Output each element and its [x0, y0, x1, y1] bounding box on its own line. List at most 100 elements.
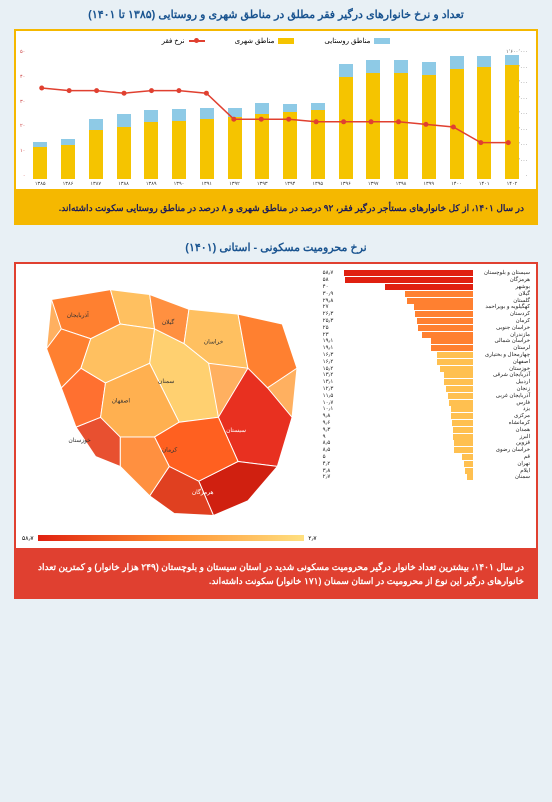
province-row: خراسان جنوبی۲۵: [323, 325, 530, 331]
bar-urban: [33, 147, 47, 180]
province-bar: [454, 447, 473, 453]
province-row: گلستان۲۹٫۸: [323, 298, 530, 304]
province-name: ایلام: [476, 468, 530, 474]
province-name: کرمان: [476, 318, 530, 324]
bar-group: [252, 103, 272, 179]
province-value: ۹٫۸: [323, 413, 341, 419]
province-bar: [451, 406, 473, 412]
x-label: ۱۳۸۶: [58, 181, 78, 187]
x-label: ۱۳۹۰: [169, 181, 189, 187]
province-name: خوزستان: [476, 366, 530, 372]
province-value: ۲۹٫۸: [323, 298, 341, 304]
y-axis-right: ۵۰۴۰۳۰۲۰۱۰۰: [20, 49, 25, 179]
province-bar: [449, 400, 473, 406]
bar-rural: [311, 103, 325, 110]
province-name: چهارمحال و بختیاری: [476, 352, 530, 358]
province-name: اصفهان: [476, 359, 530, 365]
province-row: قم۵: [323, 454, 530, 460]
province-value: ۵: [323, 454, 341, 460]
x-label: ۱۳۸۷: [86, 181, 106, 187]
province-value: ۱۱٫۵: [323, 393, 341, 399]
bar-rural: [200, 108, 214, 119]
province-value: ۱۲٫۳: [323, 386, 341, 392]
bar-urban: [172, 121, 186, 180]
province-name: اردبیل: [476, 379, 530, 385]
province-row: مازندران۲۳: [323, 332, 530, 338]
bar-rural: [394, 60, 408, 73]
province-row: ایلام۳٫۸: [323, 468, 530, 474]
province-row: قزوین۸٫۵: [323, 440, 530, 446]
province-name: البرز: [476, 434, 530, 440]
province-row: هرمزگان۵۸: [323, 277, 530, 283]
swatch-urban: [278, 38, 294, 44]
province-name: سمنان: [476, 474, 530, 480]
bar-group: [447, 56, 467, 179]
province-name: یزد: [476, 406, 530, 412]
bar-group: [30, 142, 50, 179]
province-row: فارس۱۰٫۷: [323, 400, 530, 406]
bar-group: [114, 114, 134, 179]
svg-text:کرمان: کرمان: [162, 447, 177, 454]
x-label: ۱۳۸۸: [114, 181, 134, 187]
bar-group: [86, 119, 106, 179]
province-name: بوشهر: [476, 284, 530, 290]
province-value: ۲٫۷: [323, 474, 341, 480]
province-bar: [418, 325, 473, 331]
province-bar: [453, 434, 473, 440]
swatch-rural: [374, 38, 390, 44]
bar-rural: [228, 108, 242, 118]
bar-urban: [117, 127, 131, 179]
province-row: لرستان۱۹٫۱: [323, 345, 530, 351]
province-name: گیلان: [476, 291, 530, 297]
bar-rural: [477, 56, 491, 67]
chart2-title: نرخ محرومیت مسکونی - استانی (۱۴۰۱): [14, 241, 538, 254]
province-bar: [467, 474, 473, 480]
x-label: ۱۳۹۹: [419, 181, 439, 187]
scale-max: ۵۸٫۷: [22, 535, 34, 542]
province-bar: [437, 359, 473, 365]
x-label: ۱۳۹۱: [197, 181, 217, 187]
province-row: آذربایجان غربی۱۱٫۵: [323, 393, 530, 399]
scale-min: ۲٫۷: [308, 535, 316, 542]
province-row: سیستان و بلوچستان ۵۸٫۷: [323, 270, 530, 276]
province-value: ۱۳٫۲: [323, 372, 341, 378]
province-name: لرستان: [476, 345, 530, 351]
province-bar: [437, 352, 473, 358]
bar-group: [225, 108, 245, 180]
province-row: تهران۴٫۲: [323, 461, 530, 467]
province-name: خراسان جنوبی: [476, 325, 530, 331]
x-label: ۱۳۹۵: [308, 181, 328, 187]
province-row: خراسان رضوی۸٫۵: [323, 447, 530, 453]
province-name: سیستان و بلوچستان: [476, 270, 530, 276]
province-value: ۵۸٫۷: [323, 270, 341, 276]
province-value: ۱۹٫۱: [323, 338, 341, 344]
province-name: کهگیلویه و بویراحمد: [476, 304, 530, 310]
legend-rural-label: مناطق روستایی: [324, 37, 370, 45]
bar-group: [141, 110, 161, 179]
svg-text:آذربایجان: آذربایجان: [67, 312, 89, 320]
province-row: کرمانشاه۹٫۶: [323, 420, 530, 426]
province-value: ۹٫۶: [323, 420, 341, 426]
bar-rural: [89, 119, 103, 130]
legend-rural: مناطق روستایی: [324, 37, 390, 45]
bar-group: [58, 139, 78, 179]
province-value: ۱۰٫۱: [323, 406, 341, 412]
province-value: ۹٫۳: [323, 427, 341, 433]
x-label: ۱۳۸۹: [141, 181, 161, 187]
province-value: ۳۰٫۹: [323, 291, 341, 297]
province-bar: [344, 270, 473, 276]
bar-group: [308, 103, 328, 179]
x-label: ۱۳۹۸: [391, 181, 411, 187]
province-row: یزد ۱۰٫۱: [323, 406, 530, 412]
bar-rural: [283, 104, 297, 112]
chart1-callout: در سال ۱۴۰۱، از کل خانوارهای مستأجر درگی…: [14, 191, 538, 225]
province-bar: [462, 454, 473, 460]
province-value: ۹: [323, 434, 341, 440]
x-label: ۱۳۹۴: [280, 181, 300, 187]
scale-gradient: [38, 535, 305, 541]
bar-group: [474, 56, 494, 179]
province-bar: [444, 379, 473, 385]
chart1-legend: مناطق روستایی مناطق شهری نرخ فقر: [26, 37, 526, 45]
province-bar: [385, 284, 473, 290]
province-row: البرز ۹: [323, 434, 530, 440]
